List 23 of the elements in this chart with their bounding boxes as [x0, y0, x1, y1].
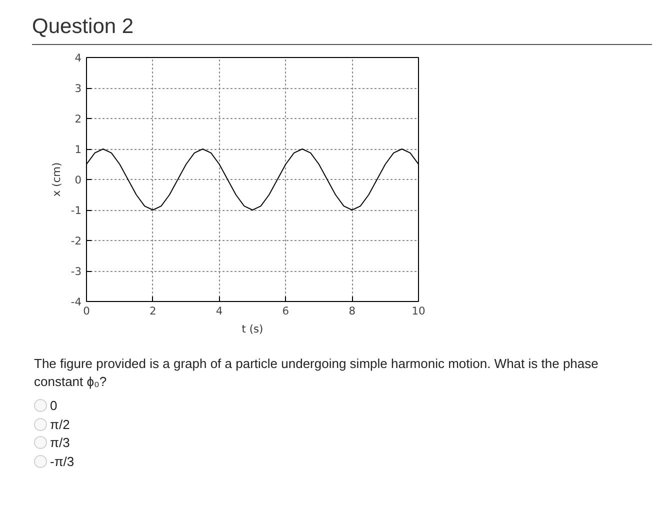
y-tick-label: 2	[74, 112, 82, 126]
x-axis-title: t (s)	[242, 322, 264, 336]
text: The figure provided is a graph of a particle undergoing simple harmonic motion. What is the phase constant ϕ₀?	[34, 355, 600, 391]
y-tick-label: -1	[70, 204, 82, 217]
text: -π/3	[50, 454, 74, 469]
x-tick-label: 8	[348, 304, 356, 318]
x-tick-label: 2	[150, 304, 156, 318]
y-tick-label: 0	[74, 174, 82, 186]
text: π/3	[50, 435, 70, 450]
y-tick-label: -2	[70, 234, 82, 248]
y-tick-label: 3	[74, 82, 82, 95]
x-tick-label: 0	[83, 304, 90, 318]
y-axis-title: x (cm)	[50, 162, 63, 197]
text: 0	[50, 398, 58, 414]
x-tick-label: 6	[282, 304, 290, 318]
x-tick-label: 4	[216, 304, 223, 318]
chart-title: Question 2	[32, 12, 652, 45]
text: π/2	[50, 416, 70, 432]
y-tick-label: 4	[74, 52, 82, 64]
y-tick-label: -4	[70, 296, 82, 308]
y-tick-label: 1	[74, 143, 82, 156]
x-tick-label: 10	[412, 304, 426, 318]
y-tick-label: -3	[70, 265, 82, 278]
